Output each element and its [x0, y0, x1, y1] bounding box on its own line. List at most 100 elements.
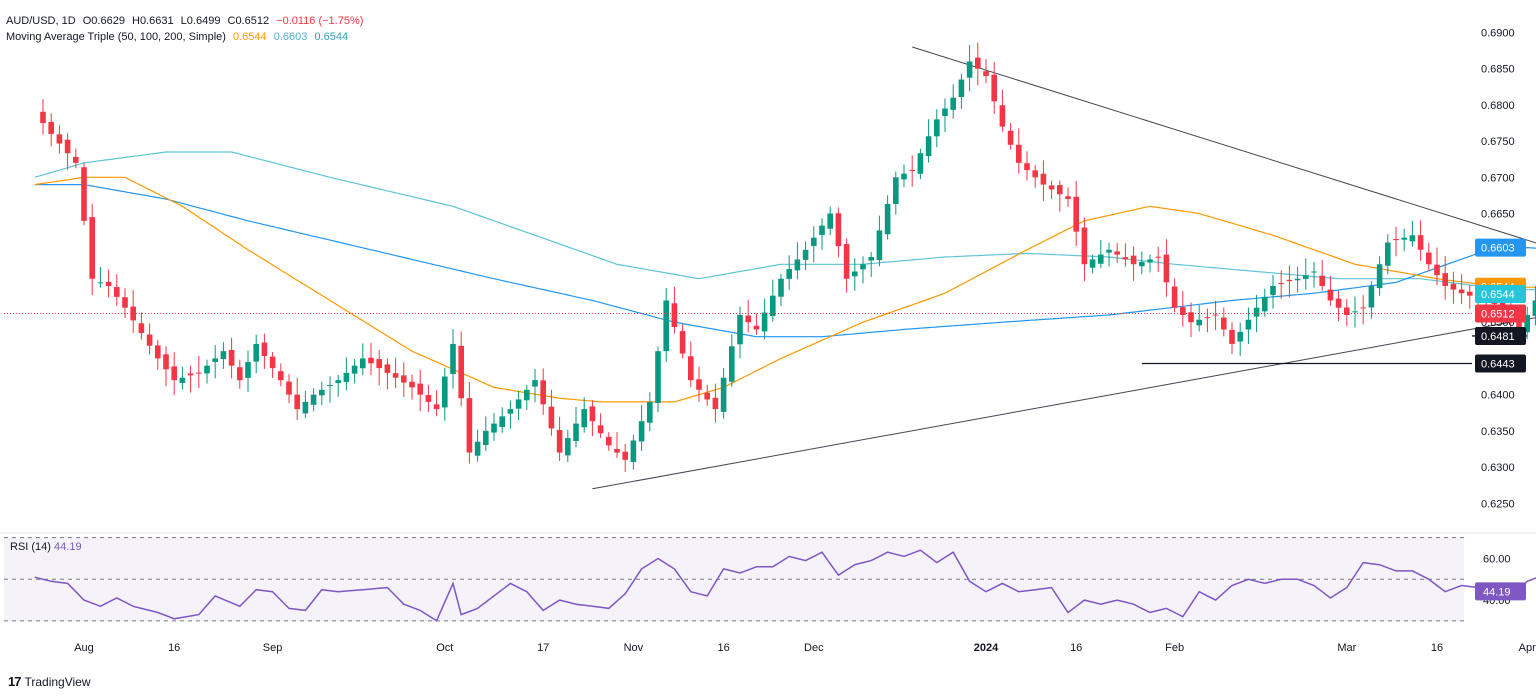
candle-body: [433, 404, 440, 410]
candle-body: [638, 421, 645, 442]
price-badge: [1475, 326, 1526, 345]
candle-body: [278, 371, 284, 381]
price-badge: [1475, 304, 1526, 323]
time-tick-label: 16: [1070, 642, 1082, 654]
candle-body: [524, 389, 530, 401]
candle-body: [1442, 273, 1448, 286]
candle-body: [368, 357, 374, 364]
candle-body: [827, 213, 833, 229]
candle-body: [1212, 314, 1219, 316]
candle-body: [876, 230, 883, 261]
candle-body: [745, 315, 751, 323]
candle-body: [105, 281, 112, 286]
price-tick-label: 0.6400: [1481, 390, 1515, 402]
candle-body: [1393, 238, 1399, 241]
candle-body: [712, 397, 719, 410]
candle-body: [64, 139, 71, 154]
candle-body: [343, 372, 350, 383]
candle-body: [351, 365, 358, 374]
candle-body: [1016, 144, 1022, 163]
candle-body: [1311, 271, 1317, 273]
candle-body: [843, 244, 850, 279]
candle-body: [1171, 286, 1178, 308]
time-tick-label: Aug: [74, 642, 94, 654]
candle-body: [614, 449, 620, 453]
candle-body: [917, 153, 924, 174]
price-badge: [1475, 284, 1526, 303]
candle-body: [811, 237, 817, 247]
rsi-header[interactable]: RSI (14) 44.19: [10, 541, 82, 553]
candle-body: [515, 399, 522, 409]
time-tick-label: Dec: [804, 642, 824, 654]
candle-body: [655, 351, 661, 404]
candle-body: [778, 278, 784, 297]
change-value: −0.0116 (−1.75%): [276, 15, 364, 27]
time-tick-label: Nov: [624, 642, 644, 654]
candle-body: [319, 389, 325, 396]
price-tick-label: 0.6350: [1481, 426, 1515, 438]
candle-body: [1286, 279, 1293, 282]
candle-body: [122, 297, 128, 308]
candle-body: [1426, 252, 1432, 265]
price-badge-label: 0.6603: [1481, 243, 1515, 255]
candle-body: [589, 406, 596, 422]
price-badge-label: 0.6512: [1481, 309, 1515, 321]
candle-body: [909, 169, 915, 171]
rsi-value: 44.19: [54, 541, 82, 553]
moving-averages: [34, 151, 1536, 403]
candle-body: [163, 354, 169, 370]
candle-body: [1237, 331, 1243, 342]
candle-body: [474, 441, 481, 456]
candle-body: [573, 423, 579, 441]
candle-body: [138, 323, 145, 334]
candle-body: [581, 409, 587, 428]
price-axis: 0.62500.63000.63500.64000.64500.65000.65…: [1475, 27, 1526, 510]
candle-body: [794, 259, 801, 271]
price-badge: [1475, 354, 1526, 373]
candle-body: [310, 394, 317, 405]
candle-body: [893, 177, 899, 204]
candle-body: [1106, 249, 1112, 253]
candle-body: [204, 365, 210, 374]
candle-body: [991, 74, 997, 102]
candle-body: [1147, 259, 1153, 263]
candle-body: [663, 300, 669, 352]
open-value: O0.6629: [82, 15, 125, 27]
brand-footer[interactable]: 17 TradingView: [8, 674, 91, 689]
candle-body: [294, 394, 300, 410]
candle-body: [97, 282, 104, 284]
rsi-badge: [1475, 582, 1526, 601]
rsi-badge-label: 44.19: [1483, 586, 1511, 598]
low-value: L0.6499: [180, 15, 221, 27]
time-tick-label: Feb: [1165, 642, 1184, 654]
price-badge-label: 0.6544: [1481, 289, 1515, 301]
time-tick-label: 16: [1431, 642, 1443, 654]
candle-body: [597, 425, 604, 434]
candle-body: [1270, 285, 1276, 295]
candle-body: [1180, 307, 1186, 315]
candle-body: [704, 392, 710, 400]
candle-body: [401, 375, 407, 383]
candle-body: [425, 395, 432, 402]
candle-body: [1081, 227, 1088, 265]
candle-body: [606, 436, 612, 446]
candle-body: [491, 423, 497, 433]
candle-body: [1139, 261, 1145, 267]
candle-body: [171, 366, 177, 381]
candle-body: [1319, 275, 1325, 286]
candle-body: [253, 343, 259, 362]
candle-body: [1294, 278, 1301, 281]
candle-body: [565, 438, 571, 456]
candle-body: [179, 377, 186, 383]
ma50-value: 0.6544: [232, 31, 267, 43]
candle-body: [220, 351, 227, 359]
rsi-line: [34, 549, 1536, 622]
candle-body: [1262, 296, 1268, 312]
time-axis: Aug16SepOct17Nov16Dec202416FebMar16Apr16: [74, 642, 1536, 654]
candle-body: [48, 121, 54, 134]
candle-body: [1032, 170, 1038, 178]
indicator-header[interactable]: Moving Average Triple (50, 100, 200, Sim…: [6, 31, 352, 43]
candle-body: [1229, 329, 1235, 344]
candle-body: [1089, 259, 1096, 268]
